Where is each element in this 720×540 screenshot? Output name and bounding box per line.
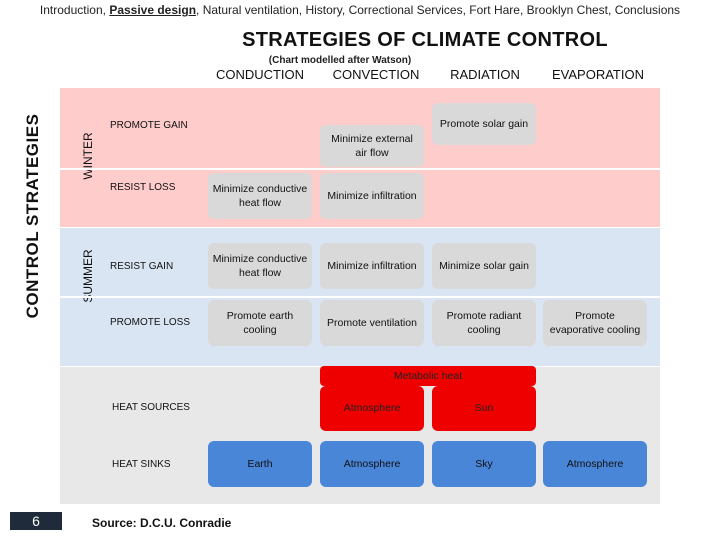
nav-item-brooklyn-chest[interactable]: Brooklyn Chest [526,3,609,17]
cell-summer-minimize-infiltration: Minimize infiltration [320,243,424,289]
page-number: 6 [10,512,62,530]
slide-title: STRATEGIES OF CLIMATE CONTROL [242,29,608,51]
summer-row-divider [60,296,660,298]
column-header-convection: CONVECTION [332,67,420,82]
nav-item-passive-design[interactable]: Passive design [109,3,197,17]
cell-summer-promote-evaporative-cooling: Promote evaporative cooling [543,300,647,346]
nav-item-conclusions[interactable]: Conclusions [614,3,681,17]
nav-item-fort-hare[interactable]: Fort Hare [469,3,520,17]
cell-heat-source-atmosphere: Atmosphere [320,386,424,431]
cell-metabolic-heat: Metabolic heat [320,366,536,386]
summer-label: SUMMER [81,249,95,303]
section-nav: Introduction, Passive design, Natural ve… [39,3,681,17]
cell-summer-minimize-solar-gain: Minimize solar gain [432,243,536,289]
cell-summer-promote-earth-cooling: Promote earth cooling [208,300,312,346]
nav-item-natural-ventilation[interactable]: Natural ventilation [202,3,299,17]
control-strategies-label: CONTROL STRATEGIES [23,113,42,319]
cell-heat-sink-earth: Earth [208,441,312,487]
column-header-radiation: RADIATION [450,67,520,82]
cell-winter-promote-solar-gain: Promote solar gain [432,103,536,145]
chart-subtitle: (Chart modelled after Watson) [268,55,412,66]
nav-item-introduction[interactable]: Introduction [39,3,103,17]
nav-item-history[interactable]: History [305,3,342,17]
source-credit: Source: D.C.U. Conradie [92,516,232,530]
cell-summer-promote-ventilation: Promote ventilation [320,300,424,346]
column-header-evaporation: EVAPORATION [552,67,644,82]
cell-winter-minimize-infiltration: Minimize infiltration [320,173,424,219]
row-label-resist-loss: RESIST LOSS [110,182,176,193]
cell-heat-source-sun: Sun [432,386,536,431]
cell-summer-minimize-conductive-heat-flow: Minimize conductive heat flow [208,243,312,289]
cell-heat-sink-atmosphere-evaporation: Atmosphere [543,441,647,487]
cell-winter-minimize-conductive-heat-flow: Minimize conductive heat flow [208,173,312,219]
nav-item-correctional-services[interactable]: Correctional Services [348,3,463,17]
column-header-conduction: CONDUCTION [215,67,305,82]
cell-summer-promote-radiant-cooling: Promote radiant cooling [432,300,536,346]
row-label-heat-sources: HEAT SOURCES [112,402,190,413]
cell-heat-sink-sky: Sky [432,441,536,487]
cell-winter-minimize-external-air-flow: Minimize external air flow [320,125,424,167]
winter-label: WINTER [81,132,95,180]
row-label-resist-gain: RESIST GAIN [110,261,174,272]
row-label-promote-loss: PROMOTE LOSS [110,317,191,328]
cell-heat-sink-atmosphere: Atmosphere [320,441,424,487]
row-label-heat-sinks: HEAT SINKS [112,459,171,470]
winter-row-divider [60,168,660,170]
row-label-promote-gain: PROMOTE GAIN [110,120,188,131]
